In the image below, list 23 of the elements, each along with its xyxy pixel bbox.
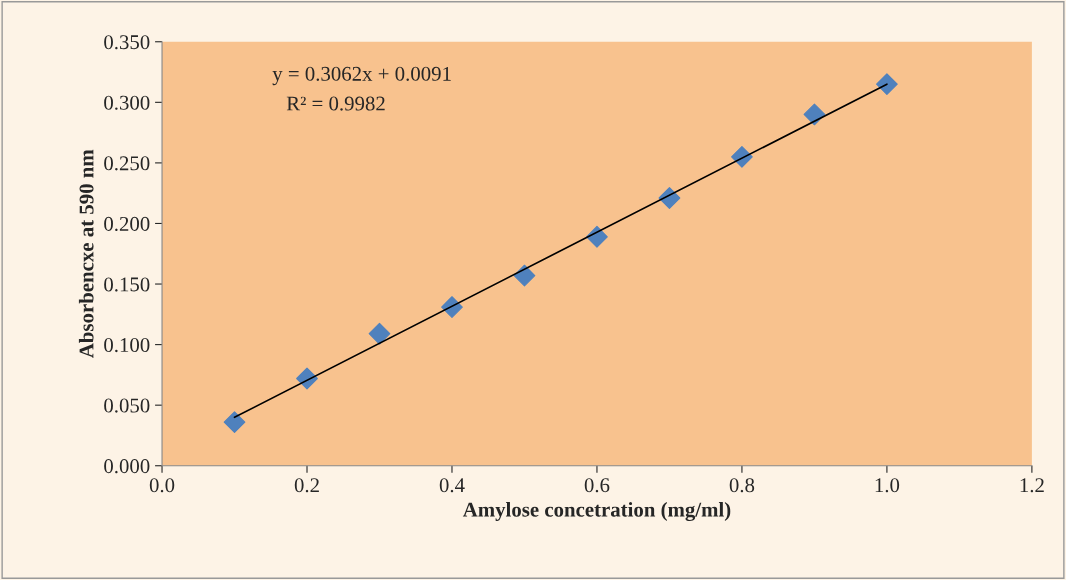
annotation: R² = 0.9982 [286, 96, 385, 111]
x-axis-title: Amylose concetration (mg/ml) [462, 501, 731, 522]
y-tick-label: 0.250 [104, 156, 150, 171]
y-tick-label: 0.350 [104, 35, 150, 50]
y-tick-label: 0.050 [104, 398, 150, 413]
x-tick-label: 1.0 [875, 478, 900, 493]
y-axis-title: Absorbencxe at 590 nm [78, 149, 94, 358]
y-tick-label: 0.150 [104, 277, 150, 292]
y-tick-label: 0.000 [104, 459, 150, 474]
point [223, 411, 246, 434]
y-tick-label: 0.100 [104, 337, 150, 353]
annotation: y = 0.3062x + 0.0091 [272, 66, 451, 86]
x-tick-label: 0.6 [584, 478, 610, 493]
x-tick-label: 0.4 [439, 478, 465, 493]
x-tick-label: 0.0 [149, 478, 175, 493]
y-tick-label: 0.200 [104, 216, 150, 231]
point [368, 322, 391, 345]
x-tick-label: 0.8 [729, 478, 755, 493]
x-tick-label: 1.2 [1020, 478, 1044, 493]
point [803, 103, 826, 126]
y-tick-label: 0.300 [104, 95, 150, 110]
point [876, 73, 898, 96]
x-tick-label: 0.2 [294, 478, 319, 493]
